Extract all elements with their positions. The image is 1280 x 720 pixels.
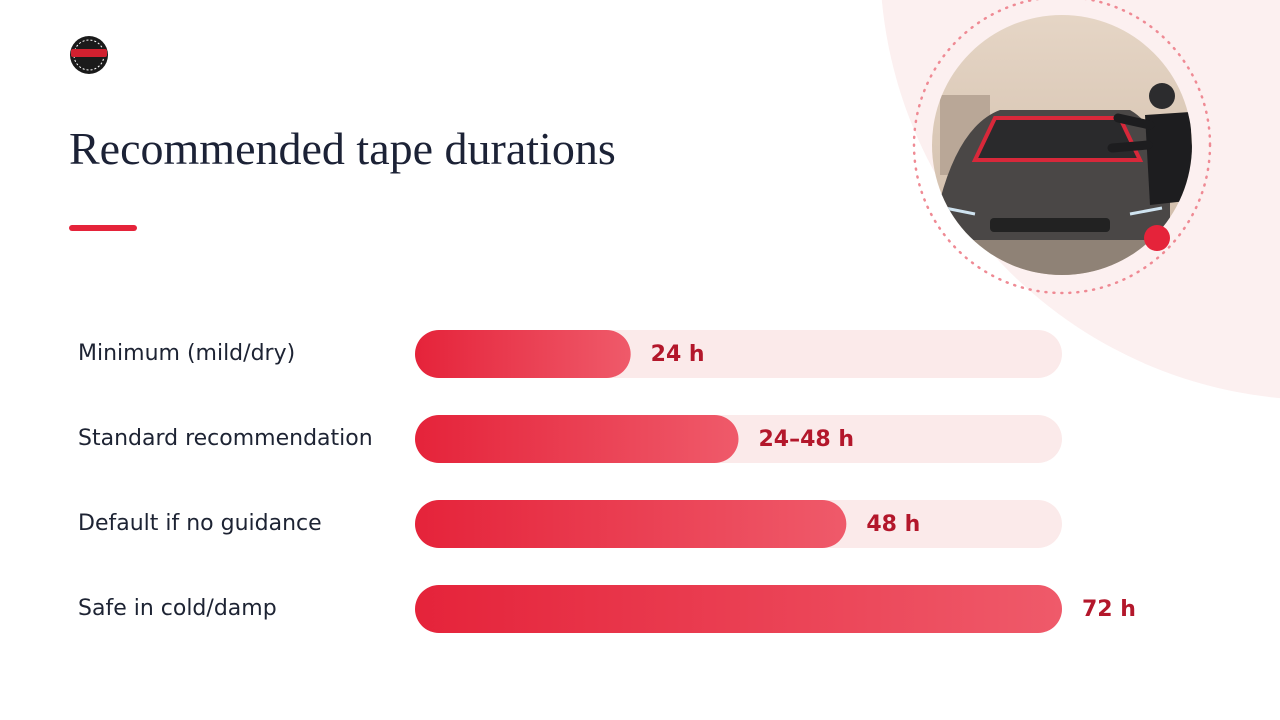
accent-dot (1144, 225, 1170, 251)
bar (415, 330, 631, 378)
category-label: Minimum (mild/dry) (78, 341, 295, 366)
bar (415, 585, 1062, 633)
slide-title: Recommended tape durations (69, 123, 616, 174)
value-label: 48 h (866, 512, 920, 537)
value-label: 72 h (1082, 597, 1136, 622)
bar (415, 500, 847, 548)
bar (415, 415, 739, 463)
value-label: 24–48 h (759, 427, 855, 452)
title-underline (69, 225, 137, 231)
category-label: Default if no guidance (78, 511, 322, 536)
bar-chart: Minimum (mild/dry) 24 h Standard recommend… (78, 330, 1136, 633)
value-label: 24 h (651, 342, 705, 367)
category-label: Standard recommendation (78, 426, 373, 451)
dotted-ring (912, 0, 1212, 295)
category-label: Safe in cold/damp (78, 596, 277, 621)
logo (70, 36, 108, 74)
